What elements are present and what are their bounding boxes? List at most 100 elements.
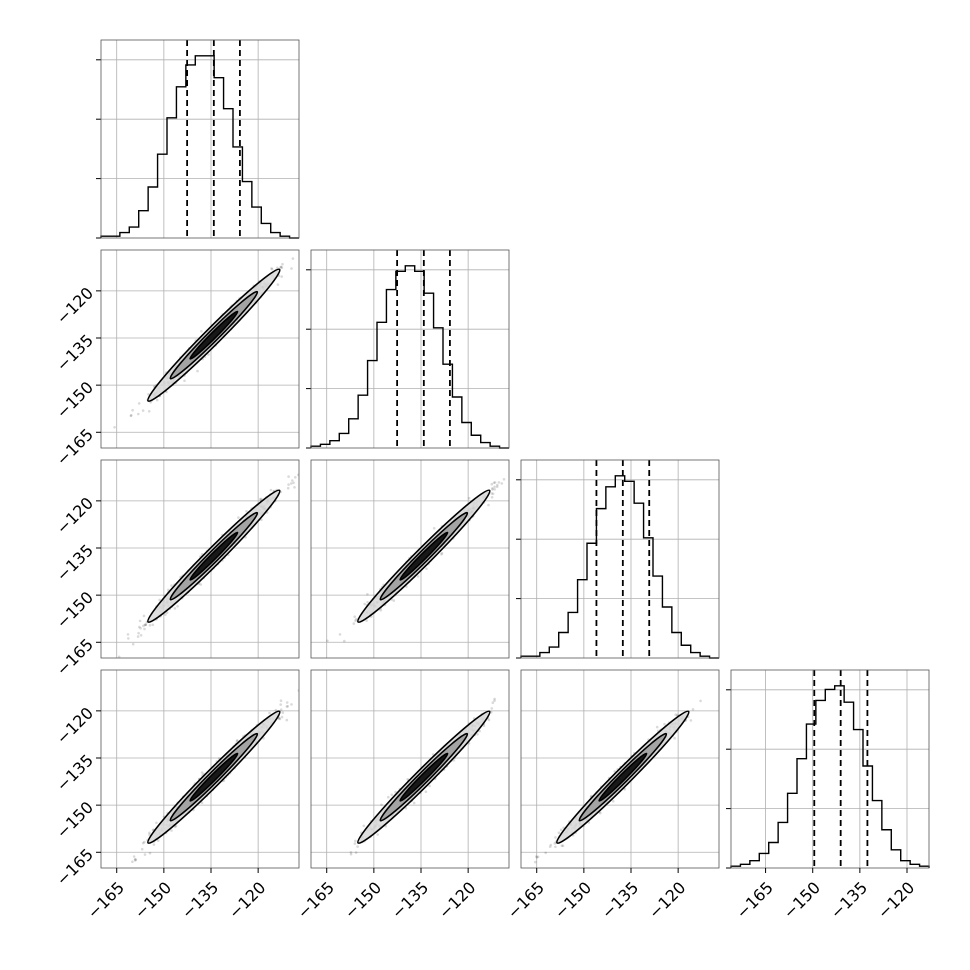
x-tick-label: −135: [178, 878, 223, 923]
x-tick-label: −135: [598, 878, 643, 923]
contour-inner: [598, 752, 648, 802]
scatter-point: [496, 483, 499, 487]
scatter-point: [268, 711, 271, 715]
scatter-point: [152, 843, 156, 846]
scatter-point: [560, 844, 564, 847]
scatter-point: [623, 788, 627, 791]
scatter-point: [557, 831, 561, 834]
scatter-point: [490, 482, 494, 486]
scatter-point: [326, 639, 329, 643]
x-tick-label: −165: [504, 878, 549, 923]
scatter-point: [376, 833, 380, 836]
scatter-point: [478, 729, 481, 733]
scatter-point: [724, 675, 727, 678]
density-layer: [534, 674, 727, 864]
density-layer: [131, 689, 307, 863]
scatter-point: [200, 771, 204, 774]
scatter-point: [173, 607, 177, 610]
histogram-panel-3: −165 −150 −135 −120: [726, 669, 930, 922]
scatter-point: [349, 852, 353, 856]
scatter-panel-3-0: −165−150−135−120−165 −150 −135 −120: [52, 669, 307, 923]
scatter-point: [143, 627, 146, 631]
scatter-point: [534, 860, 537, 864]
scatter-point: [291, 257, 295, 260]
y-tick-label: −165: [52, 635, 97, 680]
scatter-point: [554, 836, 557, 839]
scatter-point: [493, 485, 496, 489]
scatter-point: [343, 639, 346, 643]
scatter-point: [141, 409, 145, 412]
scatter-point: [291, 479, 294, 482]
scatter-point: [482, 724, 486, 727]
scatter-point: [440, 551, 444, 555]
scatter-point: [356, 845, 359, 848]
y-tick-label: −135: [52, 751, 97, 796]
x-tick-label: −120: [435, 878, 480, 923]
scatter-point: [673, 736, 676, 740]
scatter-point: [133, 857, 137, 861]
scatter-point: [549, 843, 553, 847]
scatter-point: [363, 602, 367, 606]
scatter-point: [493, 481, 497, 484]
scatter-panel-2-0: −165−150−135−120: [52, 459, 300, 680]
scatter-point: [142, 624, 145, 628]
scatter-point: [290, 703, 293, 706]
scatter-point: [259, 497, 262, 501]
scatter-point: [286, 486, 290, 490]
scatter-point: [502, 478, 506, 481]
scatter-point: [294, 476, 297, 479]
scatter-point: [139, 626, 142, 630]
scatter-point: [674, 713, 677, 716]
scatter-point: [380, 803, 383, 807]
scatter-point: [245, 510, 248, 513]
scatter-point: [281, 711, 285, 714]
y-tick-label: −150: [52, 378, 97, 423]
density-layer: [113, 257, 295, 429]
scatter-point: [287, 475, 290, 478]
scatter-point: [467, 496, 471, 500]
scatter-point: [170, 829, 173, 832]
scatter-point: [276, 266, 279, 270]
scatter-point: [129, 414, 133, 418]
scatter-point: [304, 695, 307, 698]
scatter-point: [151, 623, 155, 627]
scatter-point: [699, 699, 702, 703]
scatter-point: [297, 473, 299, 477]
scatter-point: [286, 705, 290, 708]
panel-frame: [100, 669, 300, 869]
y-tick-label: −120: [52, 493, 97, 538]
scatter-point: [235, 739, 239, 743]
scatter-point: [164, 613, 167, 616]
scatter-point: [170, 584, 173, 587]
scatter-point: [425, 567, 428, 570]
scatter-point: [200, 330, 203, 333]
scatter-point: [279, 265, 282, 269]
scatter-point: [140, 847, 144, 851]
scatter-point: [127, 637, 130, 640]
scatter-point: [270, 267, 274, 271]
scatter-point: [279, 699, 283, 702]
scatter-point: [158, 598, 161, 602]
scatter-point: [289, 482, 293, 485]
scatter-point: [723, 674, 726, 677]
scatter-panel-3-1: −165 −150 −135 −120: [294, 669, 510, 923]
scatter-point: [354, 839, 357, 843]
scatter-point: [142, 614, 146, 618]
scatter-point: [548, 845, 552, 848]
scatter-point: [278, 717, 281, 720]
y-tick-label: −165: [52, 845, 97, 890]
scatter-point: [535, 856, 539, 859]
scatter-point: [338, 633, 342, 636]
scatter-point: [134, 858, 138, 861]
scatter-point: [387, 795, 390, 799]
scatter-point: [349, 851, 353, 854]
scatter-point: [490, 707, 494, 710]
scatter-point: [136, 635, 140, 638]
x-tick-label: −120: [645, 878, 690, 923]
x-tick-label: −120: [225, 878, 270, 923]
scatter-point: [137, 412, 140, 416]
scatter-point: [276, 283, 280, 286]
scatter-point: [199, 583, 203, 586]
x-tick-label: −165: [84, 878, 129, 923]
scatter-point: [270, 267, 273, 270]
